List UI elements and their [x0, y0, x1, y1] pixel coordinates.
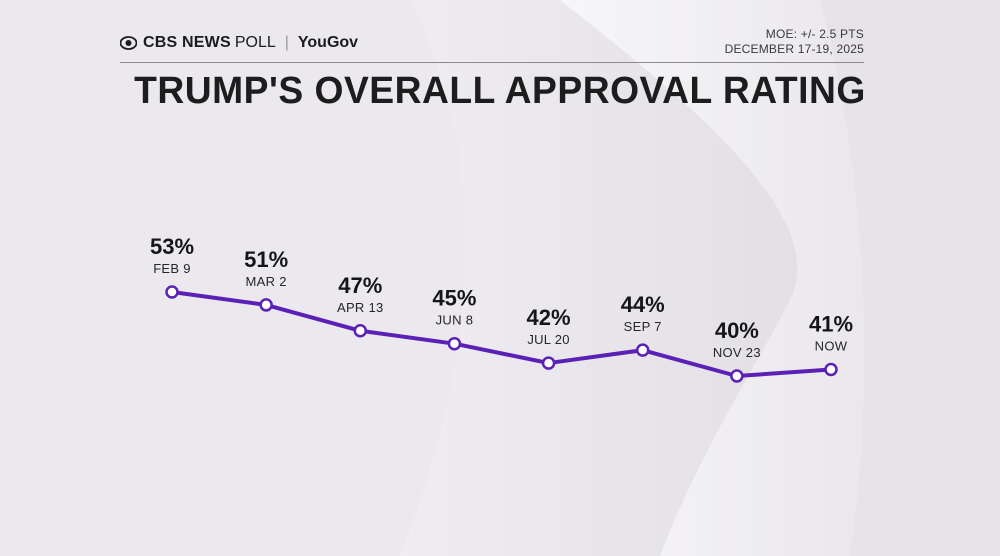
data-point-marker	[635, 343, 650, 357]
date-label: FEB 9	[153, 261, 191, 276]
data-label: 40%	[715, 318, 759, 343]
data-point-group: 45% JUN 8	[432, 286, 476, 351]
data-point-group: 47% APR 13	[337, 273, 384, 338]
date-label: JUL 20	[527, 332, 570, 347]
field-dates: DECEMBER 17-19, 2025	[724, 42, 864, 56]
date-label: NOV 23	[713, 345, 761, 360]
data-label: 51%	[244, 247, 288, 272]
date-label: APR 13	[337, 300, 384, 315]
brand-poll: POLL	[234, 34, 276, 51]
data-label: 45%	[432, 286, 476, 311]
data-point-marker	[447, 336, 462, 351]
margin-of-error: MOE: +/- 2.5 PTS	[765, 27, 864, 41]
data-label: 47%	[338, 273, 382, 298]
data-point-marker	[165, 285, 179, 299]
partner-name: YouGov	[297, 34, 359, 51]
data-label: 53%	[150, 234, 194, 259]
cbs-eye-logo-icon	[120, 36, 137, 50]
data-point-group: 42% JUL 20	[527, 305, 571, 370]
brand-header: CBS NEWS POLL | YouGov	[120, 34, 358, 52]
date-label: MAR 2	[246, 274, 287, 289]
brand-name: CBS NEWS	[143, 34, 231, 51]
brand-separator: |	[284, 34, 289, 51]
header-divider	[120, 62, 864, 63]
data-point-group: 51% MAR 2	[244, 247, 288, 312]
data-point-marker	[824, 362, 838, 377]
data-point-group: 53% FEB 9	[150, 234, 194, 299]
data-label: 44%	[621, 292, 665, 317]
data-label: 41%	[809, 312, 853, 337]
date-label: SEP 7	[624, 319, 662, 334]
date-label: JUN 8	[436, 313, 474, 328]
data-point-group: 41% NOW	[809, 312, 853, 377]
data-point-marker	[541, 356, 556, 370]
data-point-marker	[730, 369, 744, 383]
date-label: NOW	[815, 339, 848, 354]
data-point-group: 44% SEP 7	[621, 292, 665, 357]
data-label: 42%	[527, 305, 571, 330]
data-point-marker	[353, 324, 368, 338]
data-point-marker	[259, 298, 273, 312]
chart-title: TRUMP'S OVERALL APPROVAL RATING	[134, 70, 866, 112]
poll-info: MOE: +/- 2.5 PTS DECEMBER 17-19, 2025	[725, 27, 864, 57]
data-point-group: 40% NOV 23	[713, 318, 761, 383]
approval-series-line	[171, 290, 832, 378]
